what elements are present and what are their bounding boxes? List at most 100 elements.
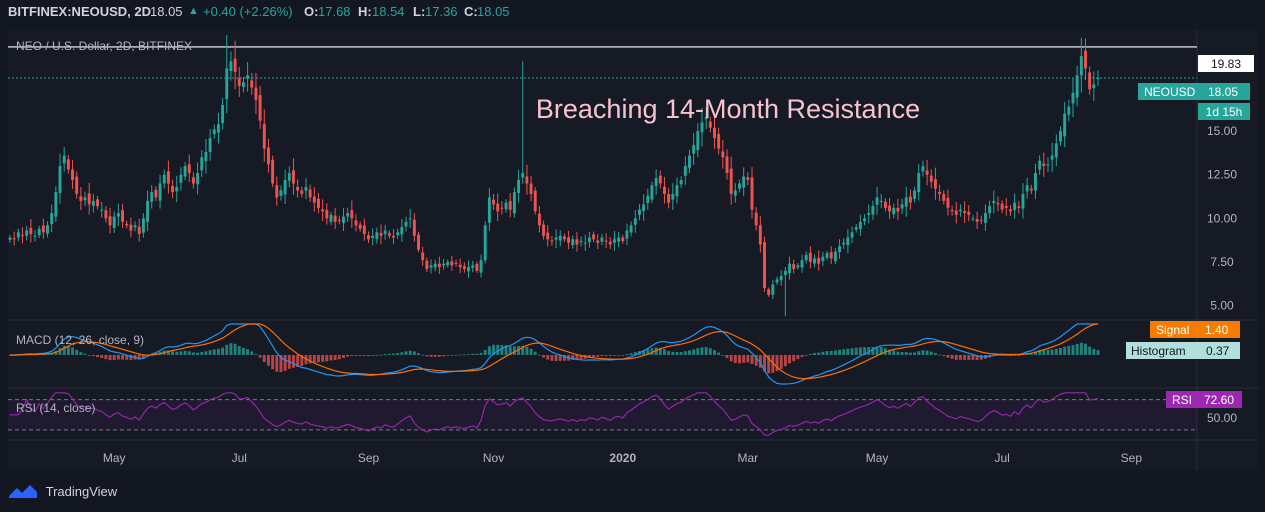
histogram-bar: [454, 354, 458, 356]
histogram-bar: [779, 354, 783, 369]
close-label: C:: [464, 4, 478, 19]
candle-body: [21, 234, 24, 236]
histogram-bar: [858, 347, 862, 355]
histogram-bar: [833, 350, 837, 355]
histogram-bar: [754, 354, 758, 366]
macd-title: MACD (12, 26, close, 9): [16, 333, 144, 347]
candle-body: [96, 199, 99, 207]
candle-body: [825, 253, 829, 258]
histogram-bar: [258, 354, 262, 358]
histogram-bar: [383, 353, 387, 355]
histogram-bar: [500, 345, 504, 355]
histogram-bar: [196, 352, 200, 355]
candle-body: [654, 178, 658, 187]
candle-body: [804, 254, 808, 261]
histogram-bar: [700, 347, 704, 355]
time-axis: May Jul Sep Nov 2020 Mar May Jul Sep: [103, 451, 1142, 465]
histogram-bar: [738, 354, 741, 364]
histogram-bar: [929, 351, 933, 355]
candle-body: [37, 228, 41, 236]
histogram-bar: [346, 354, 350, 357]
candle-body: [933, 179, 937, 189]
candle-body: [354, 220, 358, 226]
candle-body: [504, 202, 508, 210]
signal-badge: [1150, 321, 1240, 338]
macd-pane: [8, 323, 1100, 385]
rsi-tick-label: 50.00: [1207, 411, 1237, 425]
candle-body: [742, 176, 746, 188]
time-tick-label: May: [103, 451, 126, 465]
rsi-label: RSI: [1172, 393, 1192, 407]
candle-body: [450, 261, 454, 266]
histogram-bar: [721, 354, 725, 356]
candle-body: [579, 241, 583, 243]
histogram-bar: [921, 350, 925, 355]
candle-body: [996, 203, 1000, 205]
histogram-bar: [496, 344, 500, 355]
candle-body: [525, 176, 529, 184]
candle-body: [963, 211, 967, 214]
candle-body: [975, 219, 979, 222]
candle-body: [817, 257, 821, 264]
histogram-bar: [688, 350, 691, 355]
histogram-bar: [817, 352, 821, 355]
candle-body: [333, 215, 337, 222]
histogram-bar: [558, 354, 562, 361]
histogram-bar: [312, 354, 316, 363]
candle-body: [1013, 202, 1017, 210]
histogram-bar: [50, 352, 54, 355]
candle-body: [708, 121, 712, 128]
histogram-bar: [546, 354, 550, 360]
candle-body: [1029, 188, 1033, 191]
chart-frame[interactable]: [8, 30, 1258, 470]
candle-body: [542, 224, 546, 236]
last-price-value: 18.05: [1208, 85, 1238, 99]
histogram-bar: [825, 351, 829, 355]
candle-body: [796, 265, 800, 268]
histogram-bar: [562, 354, 566, 361]
histogram-bar: [1034, 351, 1037, 355]
histogram-bar: [125, 354, 129, 360]
candle-body: [725, 156, 729, 173]
histogram-value: 0.37: [1206, 344, 1230, 358]
histogram-bar: [679, 351, 683, 355]
histogram-bar: [396, 353, 400, 355]
candle-body: [842, 242, 846, 245]
histogram-bar: [250, 351, 254, 355]
candle-body: [646, 195, 650, 203]
candle-body: [312, 196, 316, 203]
candle-body: [971, 218, 975, 220]
brand-name[interactable]: TradingView: [45, 483, 118, 499]
candle-body: [958, 209, 962, 212]
tradingview-logo-icon[interactable]: [8, 482, 38, 500]
symbol-title[interactable]: BITFINEX:NEOUSD, 2D: [8, 4, 152, 19]
candle-body: [800, 260, 804, 268]
candle-body: [496, 203, 500, 212]
candle-body: [863, 218, 867, 222]
histogram-bar: [225, 344, 229, 355]
histogram-bar: [813, 352, 816, 355]
signal-line: [10, 323, 1099, 380]
candle-body: [100, 209, 104, 211]
histogram-bar: [87, 354, 91, 356]
candle-body: [838, 246, 842, 253]
histogram-bar: [204, 351, 208, 355]
histogram-bar: [529, 348, 533, 355]
candlestick-series: [8, 35, 1100, 316]
chart-title: NEO / U.S. Dollar, 2D, BITFINEX: [16, 39, 192, 53]
histogram-bar: [1071, 345, 1075, 355]
candle-body: [379, 232, 383, 236]
histogram-bar: [275, 354, 279, 372]
candle-body: [208, 138, 212, 153]
histogram-bar: [183, 350, 187, 355]
histogram-bar: [179, 351, 183, 355]
candle-body: [383, 230, 387, 234]
histogram-bar: [900, 352, 904, 355]
candle-body: [212, 129, 216, 135]
histogram-bar: [1017, 354, 1021, 356]
candle-body: [562, 236, 566, 240]
histogram-bar: [767, 354, 771, 374]
histogram-bar: [954, 354, 958, 360]
histogram-bar: [354, 354, 358, 356]
